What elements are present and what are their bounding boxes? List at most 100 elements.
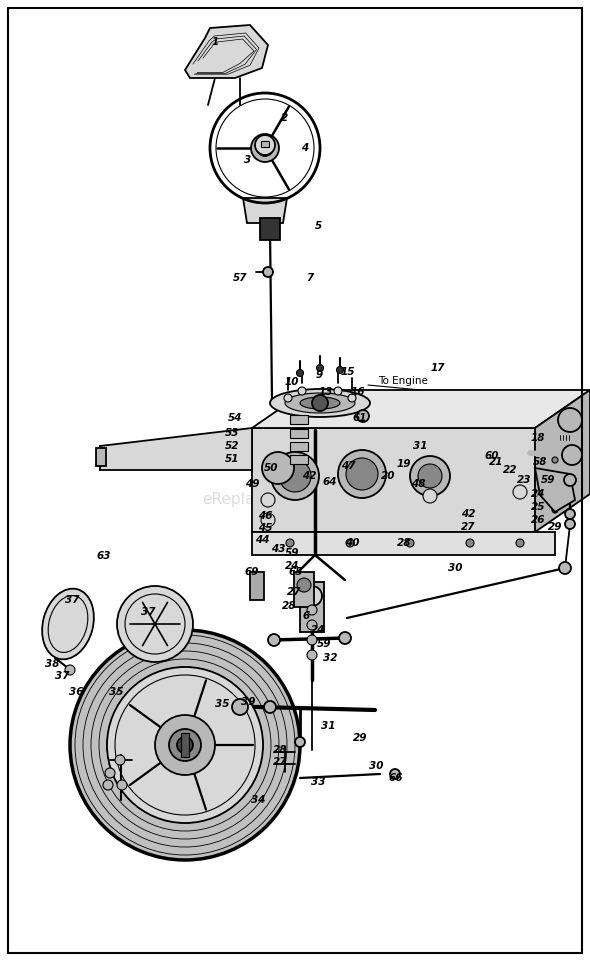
Text: 34: 34 <box>251 795 266 805</box>
Circle shape <box>169 729 201 761</box>
Circle shape <box>406 539 414 547</box>
Circle shape <box>339 632 351 644</box>
Text: 35: 35 <box>109 687 123 697</box>
Text: 60: 60 <box>485 451 499 461</box>
Text: 35: 35 <box>215 699 230 709</box>
Text: 54: 54 <box>228 413 242 423</box>
Circle shape <box>357 410 369 422</box>
Text: 48: 48 <box>411 479 425 489</box>
Text: 63: 63 <box>97 551 112 561</box>
Text: 21: 21 <box>489 457 503 467</box>
Text: 59: 59 <box>285 548 299 558</box>
Text: 53: 53 <box>225 428 240 438</box>
Polygon shape <box>252 532 555 555</box>
Text: 37: 37 <box>65 595 79 605</box>
Circle shape <box>336 366 343 374</box>
Text: 22: 22 <box>503 465 517 475</box>
Circle shape <box>105 768 115 778</box>
Bar <box>290 455 308 464</box>
Bar <box>290 442 308 451</box>
Polygon shape <box>100 428 252 470</box>
Text: 28: 28 <box>282 601 296 611</box>
Circle shape <box>410 456 450 496</box>
Text: 16: 16 <box>350 387 365 397</box>
Circle shape <box>297 578 311 592</box>
Circle shape <box>307 620 317 630</box>
Ellipse shape <box>42 589 94 659</box>
Circle shape <box>334 387 342 395</box>
Text: 5: 5 <box>314 221 322 231</box>
Bar <box>290 429 308 438</box>
Circle shape <box>552 457 558 463</box>
Ellipse shape <box>285 393 355 413</box>
Text: 69: 69 <box>245 567 259 577</box>
Circle shape <box>297 369 303 377</box>
Text: 49: 49 <box>245 479 259 489</box>
Circle shape <box>262 452 294 484</box>
Circle shape <box>346 458 378 490</box>
Text: 28: 28 <box>273 745 287 755</box>
Circle shape <box>466 539 474 547</box>
Text: 24: 24 <box>531 489 545 499</box>
Text: To Engine: To Engine <box>378 376 428 386</box>
Text: 52: 52 <box>225 441 240 451</box>
Text: 24: 24 <box>285 561 299 571</box>
Text: 27: 27 <box>287 587 301 597</box>
Text: 13: 13 <box>319 387 333 397</box>
Text: 42: 42 <box>461 509 476 519</box>
Bar <box>300 582 324 632</box>
Circle shape <box>312 395 328 411</box>
Text: 43: 43 <box>271 544 285 554</box>
Circle shape <box>263 267 273 277</box>
Circle shape <box>117 586 193 662</box>
Text: 3: 3 <box>244 155 251 165</box>
Text: 47: 47 <box>341 461 355 471</box>
Text: 1: 1 <box>211 37 219 47</box>
Circle shape <box>307 635 317 645</box>
Circle shape <box>103 780 113 790</box>
Polygon shape <box>535 390 590 532</box>
Text: 66: 66 <box>389 773 403 783</box>
Text: 33: 33 <box>311 777 325 787</box>
Circle shape <box>552 487 558 493</box>
Bar <box>261 141 269 147</box>
Text: 57: 57 <box>232 273 247 283</box>
Text: 19: 19 <box>396 459 411 469</box>
Text: 51: 51 <box>225 454 240 464</box>
Text: 29: 29 <box>353 733 367 743</box>
Text: 20: 20 <box>381 471 395 481</box>
Circle shape <box>177 737 193 753</box>
Polygon shape <box>535 468 575 512</box>
Text: eReplacementParts.com: eReplacementParts.com <box>202 492 388 507</box>
Circle shape <box>257 140 273 156</box>
Circle shape <box>261 513 275 527</box>
Ellipse shape <box>270 389 370 417</box>
Text: 26: 26 <box>531 515 545 525</box>
Circle shape <box>418 464 442 488</box>
Circle shape <box>251 134 279 162</box>
Text: 37: 37 <box>55 671 69 681</box>
Circle shape <box>268 634 280 646</box>
Bar <box>96 448 106 466</box>
Text: 7: 7 <box>306 273 314 283</box>
Circle shape <box>346 539 354 547</box>
Circle shape <box>261 493 275 507</box>
Text: 46: 46 <box>258 511 272 521</box>
Bar <box>250 572 264 600</box>
Text: 61: 61 <box>353 413 367 423</box>
Circle shape <box>255 135 275 155</box>
Text: 59: 59 <box>541 475 555 485</box>
Bar <box>294 572 314 607</box>
Text: 30: 30 <box>369 761 384 771</box>
Circle shape <box>264 701 276 713</box>
Text: 2: 2 <box>281 113 289 123</box>
Bar <box>290 415 308 424</box>
Circle shape <box>107 667 263 823</box>
Circle shape <box>232 699 248 715</box>
Polygon shape <box>252 428 535 532</box>
Text: 27: 27 <box>461 522 476 532</box>
Text: 38: 38 <box>45 659 59 669</box>
Text: 44: 44 <box>255 535 269 545</box>
Circle shape <box>564 474 576 486</box>
Text: 18: 18 <box>531 433 545 443</box>
